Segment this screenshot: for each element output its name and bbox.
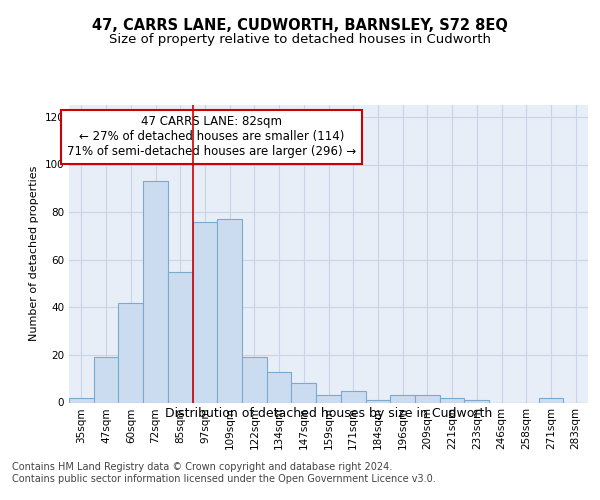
Bar <box>143 181 168 402</box>
Bar <box>292 384 316 402</box>
Bar <box>390 396 415 402</box>
Bar <box>440 398 464 402</box>
Bar <box>118 302 143 402</box>
Text: Distribution of detached houses by size in Cudworth: Distribution of detached houses by size … <box>165 408 493 420</box>
Bar <box>316 396 341 402</box>
Y-axis label: Number of detached properties: Number of detached properties <box>29 166 39 342</box>
Bar <box>217 219 242 402</box>
Bar <box>94 358 118 403</box>
Bar <box>365 400 390 402</box>
Bar <box>69 398 94 402</box>
Bar <box>341 390 365 402</box>
Text: 47 CARRS LANE: 82sqm
← 27% of detached houses are smaller (114)
71% of semi-deta: 47 CARRS LANE: 82sqm ← 27% of detached h… <box>67 116 356 158</box>
Text: Contains HM Land Registry data © Crown copyright and database right 2024.
Contai: Contains HM Land Registry data © Crown c… <box>12 462 436 484</box>
Bar <box>539 398 563 402</box>
Bar <box>464 400 489 402</box>
Bar <box>168 272 193 402</box>
Bar <box>267 372 292 402</box>
Bar <box>415 396 440 402</box>
Text: Size of property relative to detached houses in Cudworth: Size of property relative to detached ho… <box>109 32 491 46</box>
Bar <box>242 358 267 403</box>
Text: 47, CARRS LANE, CUDWORTH, BARNSLEY, S72 8EQ: 47, CARRS LANE, CUDWORTH, BARNSLEY, S72 … <box>92 18 508 32</box>
Bar <box>193 222 217 402</box>
